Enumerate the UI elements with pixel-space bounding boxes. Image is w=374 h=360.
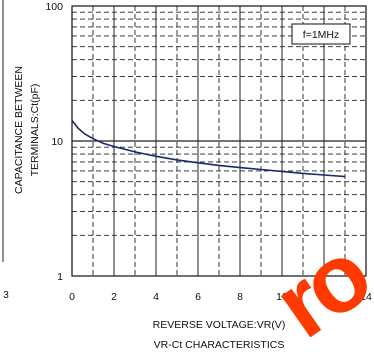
y-tick-label: 100 <box>45 1 63 13</box>
x-axis-label: REVERSE VOLTAGE:VR(V) <box>153 319 286 331</box>
x-tick-label: 8 <box>237 291 243 303</box>
x-tick-label: 14 <box>360 291 372 303</box>
tick-labels: 0 2 4 6 8 10 12 14 1 10 100 <box>45 1 372 303</box>
x-tick-label: 10 <box>276 291 288 303</box>
y-axis-label-line1: CAPACITANCE BETWEEN <box>13 66 25 194</box>
annotation-box <box>291 23 351 45</box>
y-axis-label-line2: TERMINALS:Ct(pF) <box>29 84 41 177</box>
series-line <box>71 119 346 178</box>
x-tick-label: 2 <box>111 291 117 303</box>
x-tick-label: 0 <box>69 291 75 303</box>
grid <box>72 6 366 276</box>
x-tick-label: 12 <box>318 291 330 303</box>
frequency-annotation: f=1MHz <box>303 29 339 41</box>
x-tick-label: 4 <box>153 291 159 303</box>
left-chart-tick-label: 3 <box>3 290 9 301</box>
x-tick-label: 6 <box>195 291 201 303</box>
plot-frame <box>71 5 367 277</box>
y-tick-label: 10 <box>51 136 63 148</box>
y-tick-label: 1 <box>57 271 63 283</box>
chart-title: VR-Ct CHARACTERISTICS <box>154 339 285 351</box>
